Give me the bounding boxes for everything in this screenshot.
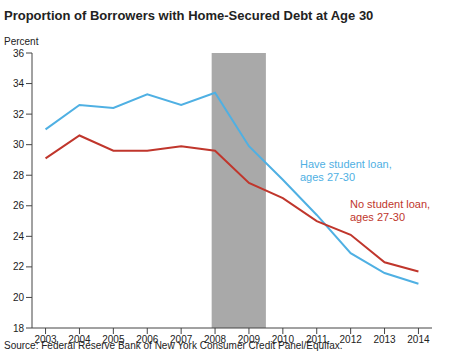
svg-text:20: 20 (13, 292, 25, 303)
svg-text:26: 26 (13, 200, 25, 211)
svg-text:2013: 2013 (373, 334, 396, 345)
svg-text:2014: 2014 (407, 334, 430, 345)
svg-text:28: 28 (13, 170, 25, 181)
svg-text:2012: 2012 (340, 334, 363, 345)
svg-text:36: 36 (13, 48, 25, 59)
svg-text:24: 24 (13, 231, 25, 242)
svg-text:18: 18 (13, 323, 25, 334)
svg-text:22: 22 (13, 261, 25, 272)
svg-text:32: 32 (13, 109, 25, 120)
svg-text:30: 30 (13, 139, 25, 150)
svg-text:34: 34 (13, 78, 25, 89)
